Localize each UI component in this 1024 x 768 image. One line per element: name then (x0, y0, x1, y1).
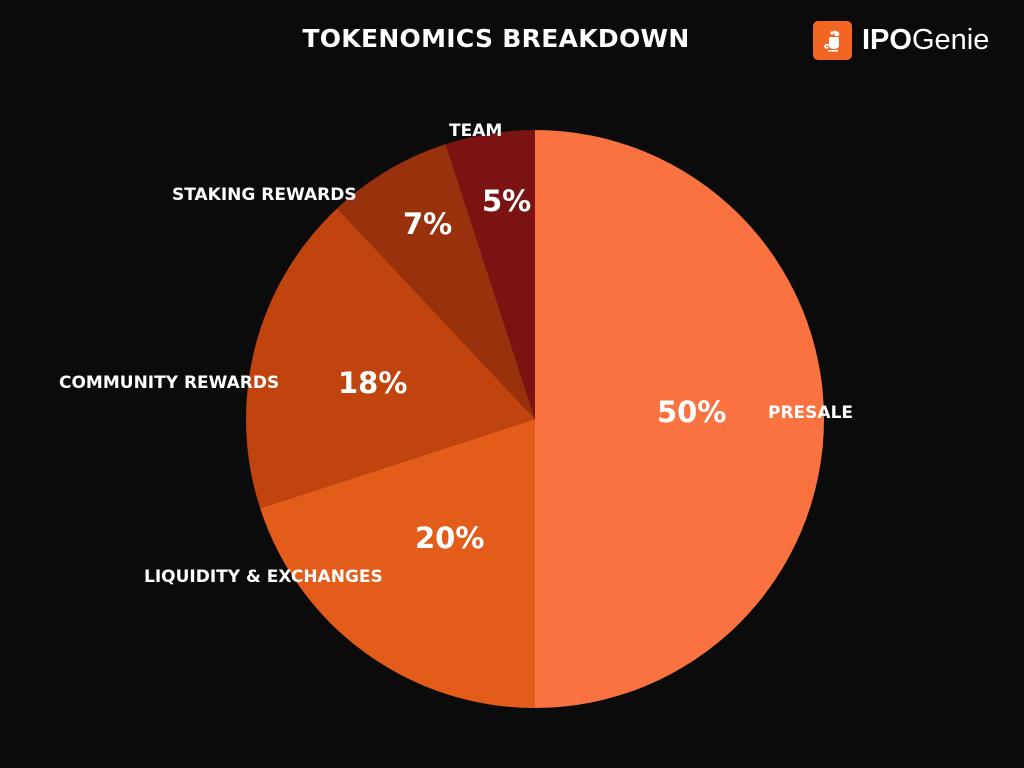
pie-slice-presale (535, 130, 824, 708)
pie-slice-staking-rewards (337, 144, 535, 420)
slice-pct-liquidity: 20% (415, 521, 485, 555)
slice-label-community: COMMUNITY REWARDS (59, 373, 280, 393)
slice-pct-community: 18% (338, 366, 408, 400)
slice-label-team: TEAM (449, 121, 503, 141)
slice-pct-presale: 50% (657, 395, 727, 429)
logo-wordmark: IPOGenie (862, 24, 990, 56)
slice-label-presale: PRESALE (768, 403, 854, 423)
slice-label-liquidity: LIQUIDITY & EXCHANGES (144, 567, 383, 587)
slice-pct-staking: 7% (403, 207, 453, 241)
slice-pct-team: 5% (482, 184, 532, 218)
ipogenie-logo: IPOGenie (813, 21, 989, 60)
pie-slice-liquidity-exchanges (260, 419, 535, 708)
chart-title: TOKENOMICS BREAKDOWN (302, 24, 690, 53)
pie-slice-community-rewards (245, 208, 535, 509)
genie-lamp-icon (813, 21, 852, 60)
pie-slice-team (445, 130, 535, 419)
slice-label-staking: STAKING REWARDS (172, 185, 357, 205)
